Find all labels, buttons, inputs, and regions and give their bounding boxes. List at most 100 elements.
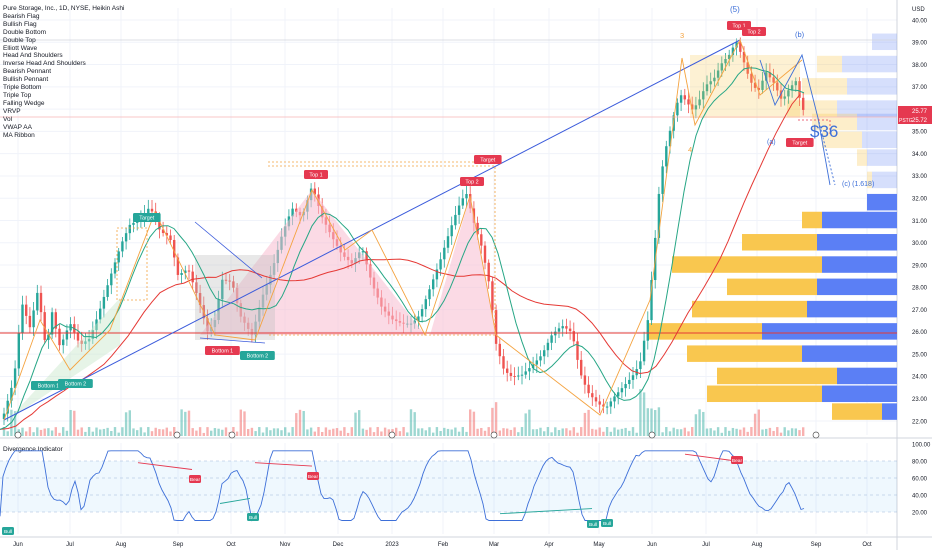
legend-item[interactable]: Vol [3,115,13,123]
candle-body [221,279,224,300]
volume-bar [406,432,409,436]
label-bottom1-b-text: Bottom 1 [38,384,60,390]
candle-body [295,208,298,212]
volume-bar [302,411,305,436]
candle-body [520,374,524,376]
legend-item[interactable]: Bullish Flag [3,20,37,28]
label-bottom1-a-text: Bottom 1 [212,349,234,355]
volume-bar [95,427,98,436]
bear-divergence-1 [137,462,193,470]
label-target-bull-bg [133,213,161,222]
candle-body [506,368,509,373]
candle-body [128,224,131,234]
ma-red-line [0,94,801,430]
last-price-badge [898,106,932,115]
wave-3-label: 3 [680,31,684,40]
volume-bar [768,427,772,436]
vp-bar-up [822,256,897,273]
candle-body [546,342,550,351]
volume-bar [258,427,261,436]
volume-bar [439,430,442,436]
volume-bar [594,429,598,436]
legend-item[interactable]: MA Ribbon [3,131,35,139]
volume-bar [428,427,431,436]
vp-bar-up [862,131,897,149]
legend-item[interactable]: Falling Wedge [3,99,45,107]
volume-bar [687,431,690,436]
time-tick: Jul [66,542,74,548]
legend-item[interactable]: Bearish Flag [3,12,40,20]
volume-bar [498,430,501,436]
candle-body [80,340,83,344]
label-target-bull-text: Target [139,216,154,222]
legend-item[interactable]: Bullish Pennant [3,76,49,84]
volume-bar [746,431,749,436]
target-box-1 [116,227,148,301]
volume-bar [254,431,257,436]
osc-bull-tag-4: Bull [2,527,14,535]
candle-body [739,42,742,52]
legend-item[interactable]: VRVP [3,107,21,115]
volume-bar [110,430,113,436]
candle-body [761,80,764,90]
legend-item[interactable]: VWAP AA [3,123,32,131]
volume-bar [420,428,424,436]
legend-item[interactable]: Double Top [3,36,36,44]
candle-body [790,85,794,91]
candle-body [21,304,24,334]
candle-body [91,330,94,339]
volume-bar [269,430,272,436]
volume-bar [750,427,753,436]
osc-bear-tag-1: Bear [189,475,201,483]
candle-body [443,247,446,260]
time-tick: Sep [811,542,822,548]
legend-item[interactable]: Head And Shoulders [3,52,63,60]
volume-bar [217,428,220,436]
legend-item[interactable]: Triple Bottom [3,84,42,92]
volume-bar [13,411,17,436]
volume-bar [195,430,198,436]
legend-item[interactable]: Bearish Pennant [3,68,52,76]
volume-bar [32,432,35,436]
label-top2-b: Top 2 [742,27,766,36]
volume-bar [446,428,450,436]
candle-body [198,292,202,306]
time-tick: Sep [173,542,184,548]
time-tick: Aug [116,542,127,548]
vp-bar-up [837,100,897,117]
legend-item[interactable]: Inverse Head And Shoulders [3,60,86,68]
volume-bar [757,409,760,436]
volume-bar [576,432,579,436]
candle-body [99,308,102,320]
volume-bar [735,428,738,436]
candle-body [705,84,709,92]
legend-item[interactable]: Double Bottom [3,28,46,36]
volume-bar [472,411,476,436]
volume-bar [306,429,309,436]
volume-bar [705,428,709,436]
candle-body [587,384,590,394]
vp-bar-down [822,131,862,149]
candle-body [802,97,805,110]
candle-body [476,222,479,235]
volume-bar [639,389,642,436]
candle-body [365,251,368,265]
volume-bar [676,429,679,436]
volume-bar [506,428,509,436]
legend-item[interactable]: Triple Top [3,91,32,99]
vp-bar-down [802,78,847,95]
candle-body [450,225,453,237]
legend-item[interactable]: Elliott Wave [3,44,38,52]
vp-bar-up [807,300,897,318]
candle-body [165,233,168,236]
volume-bar [572,427,575,436]
candle-body [502,356,505,369]
candle-body [13,368,17,388]
candle-body [465,194,468,199]
price-tick: 35.00 [912,130,928,136]
volume-bar [358,410,361,436]
volume-bar [402,427,405,436]
candle-body [25,304,28,316]
